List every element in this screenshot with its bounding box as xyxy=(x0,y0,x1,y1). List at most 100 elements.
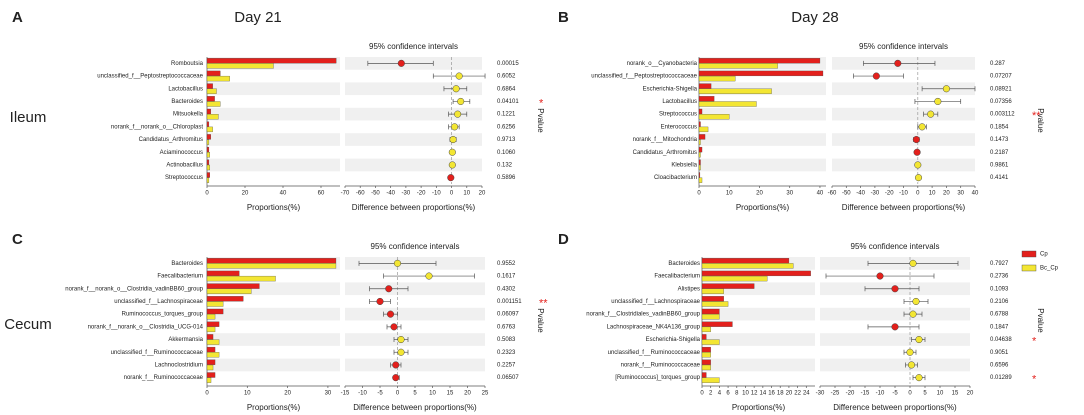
difference-dot xyxy=(425,272,433,280)
column-title: Day 21 xyxy=(234,9,282,26)
bar xyxy=(206,258,337,264)
significance: ** xyxy=(539,297,548,309)
pvalue: 0.001151 xyxy=(497,299,522,305)
row-stripe xyxy=(832,82,975,96)
difference-dot xyxy=(448,161,456,169)
pvalue: 0.9552 xyxy=(497,261,516,267)
bar xyxy=(206,326,216,333)
x2-tick-label: -50 xyxy=(842,191,851,197)
bar xyxy=(701,296,724,302)
row-stripe xyxy=(702,307,815,321)
x2-tick-label: -50 xyxy=(371,191,380,197)
category-label: Faecalibacterium xyxy=(654,274,700,280)
x-tick-label: 2 xyxy=(709,391,713,397)
legend-swatch xyxy=(1021,264,1037,272)
pvalue: 0.287 xyxy=(990,61,1006,67)
bar xyxy=(206,288,252,294)
pvalue: 0.2187 xyxy=(990,150,1009,156)
bar xyxy=(698,177,703,183)
pvalue: 0.1854 xyxy=(990,124,1009,130)
pvalue: 0.6864 xyxy=(497,86,516,92)
difference-dot xyxy=(452,85,460,93)
bar xyxy=(206,108,211,115)
bar xyxy=(206,134,211,140)
bar xyxy=(698,164,701,171)
category-label: unclassified_f__Lachnospiraceae xyxy=(114,299,203,305)
bar xyxy=(698,134,706,140)
x2-tick-label: 40 xyxy=(972,191,979,197)
row-stripe xyxy=(207,358,340,372)
bar xyxy=(701,275,768,282)
x2-tick-label: -60 xyxy=(828,191,837,197)
bar xyxy=(701,334,707,340)
pvalue: 0.4302 xyxy=(497,286,516,292)
pvalue: 0.6763 xyxy=(497,324,516,330)
row-title: Ileum xyxy=(10,109,47,126)
bar xyxy=(206,172,210,178)
x-tick-label: 60 xyxy=(318,191,325,197)
bar xyxy=(206,359,216,365)
panel-letter: B xyxy=(558,9,569,26)
difference-dot xyxy=(914,174,923,182)
pvalue: 0.9051 xyxy=(990,350,1009,356)
pvalue-axis-label: Pvalue xyxy=(536,308,545,333)
x2-tick-label: -10 xyxy=(432,191,441,197)
x-tick-label: 0 xyxy=(700,391,704,397)
category-label: Akkermansia xyxy=(168,337,203,343)
difference-dot xyxy=(915,336,923,344)
pvalue: 0.01289 xyxy=(990,375,1012,381)
panel-letter: D xyxy=(558,231,569,248)
category-label: Actinobacillus xyxy=(166,163,203,169)
difference-dot xyxy=(913,148,921,156)
row-stripe xyxy=(207,133,340,146)
x-axis-label: Proportions(%) xyxy=(247,203,301,212)
x-tick-label: 0 xyxy=(205,391,209,397)
x2-tick-label: -60 xyxy=(356,191,365,197)
x2-tick-label: -5 xyxy=(892,391,898,397)
x2-tick-label: -40 xyxy=(386,191,395,197)
pvalue: 0.07207 xyxy=(990,74,1012,80)
pvalue-axis-label: Pvalue xyxy=(1036,308,1045,333)
row-title: Cecum xyxy=(4,316,52,333)
bar xyxy=(206,372,216,378)
bar xyxy=(206,58,337,64)
row-stripe xyxy=(345,282,485,296)
difference-dot xyxy=(918,123,926,131)
bar xyxy=(701,308,720,315)
x2-tick-label: -10 xyxy=(899,191,908,197)
bar xyxy=(206,270,240,277)
x2-tick-label: -10 xyxy=(876,391,885,397)
pvalue: 0.132 xyxy=(497,163,513,169)
category-label: Enterococcus xyxy=(661,124,697,130)
difference-dot xyxy=(909,310,917,318)
category-label: Lachnospiraceae_NK4A136_group xyxy=(607,324,701,330)
bar xyxy=(701,258,790,264)
row-stripe xyxy=(207,82,340,96)
category-label: Aciaminococcus xyxy=(160,150,203,156)
difference-dot xyxy=(872,72,880,80)
category-label: Alistipes xyxy=(678,286,700,292)
row-stripe xyxy=(345,107,482,121)
x2-tick-label: -15 xyxy=(341,391,350,397)
bar xyxy=(206,152,210,158)
x2-tick-label: -25 xyxy=(831,391,840,397)
difference-dot xyxy=(397,59,405,67)
difference-dot xyxy=(927,110,935,118)
category-label: unclassified_f__Peptostreptococcaceae xyxy=(591,74,697,80)
x-tick-label: 4 xyxy=(718,391,722,397)
pvalue: 0.2257 xyxy=(497,363,516,369)
row-stripe xyxy=(345,307,485,321)
bar xyxy=(701,372,707,378)
x-tick-label: 20 xyxy=(242,191,249,197)
category-label: norank_f__norank_o__Clostridia_vadinBB60… xyxy=(65,286,203,292)
bar xyxy=(206,83,213,89)
x2-tick-label: 10 xyxy=(463,191,470,197)
bar xyxy=(698,96,715,102)
x-tick-label: 8 xyxy=(735,391,739,397)
bar xyxy=(701,346,711,353)
bar xyxy=(701,339,720,345)
difference-dot xyxy=(448,148,456,156)
difference-dot xyxy=(914,161,922,169)
bar xyxy=(698,70,824,77)
x2-tick-label: 20 xyxy=(967,391,974,397)
